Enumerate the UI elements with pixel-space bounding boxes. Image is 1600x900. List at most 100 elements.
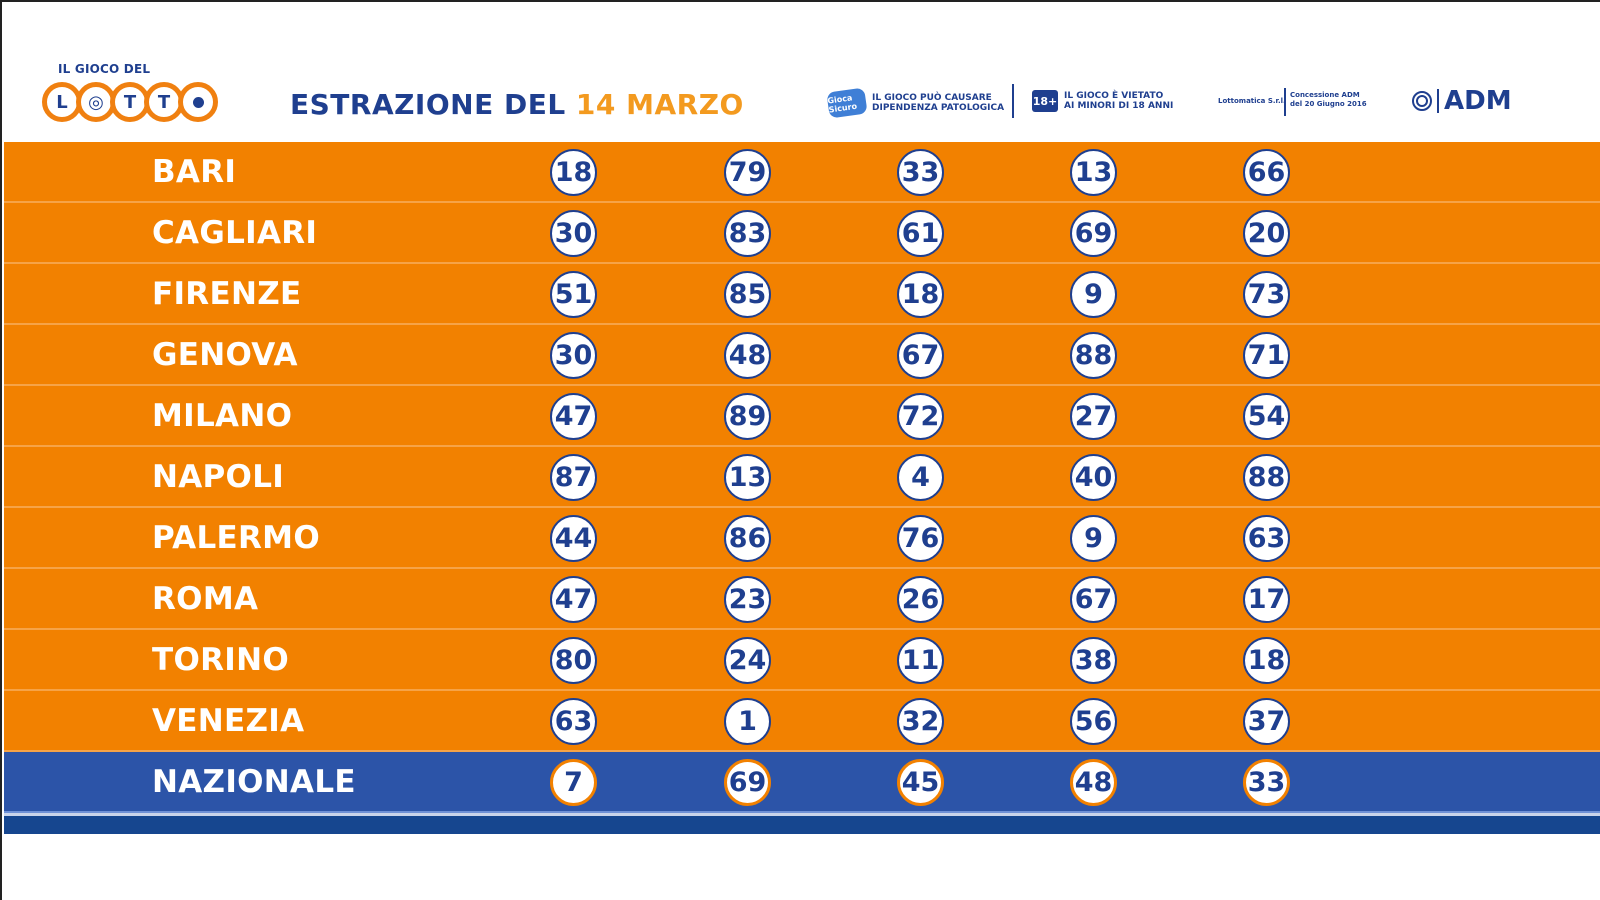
number-ball: 18: [550, 149, 597, 196]
number-ball: 83: [724, 210, 771, 257]
number-ball: 13: [1070, 149, 1117, 196]
number-ball: 27: [1070, 393, 1117, 440]
number-ball: 56: [1070, 698, 1117, 745]
number-ball: 32: [897, 698, 944, 745]
number-ball: 71: [1243, 332, 1290, 379]
concession-text: Concessione ADM del 20 Giugno 2016: [1290, 91, 1367, 108]
number-ball: 66: [1243, 149, 1290, 196]
age-18-icon: 18+: [1032, 90, 1058, 112]
number-ball: 89: [724, 393, 771, 440]
number-ball: 17: [1243, 576, 1290, 623]
number-ball: 86: [724, 515, 771, 562]
number-ball: 80: [550, 637, 597, 684]
number-ball: 33: [1243, 759, 1290, 806]
city-name: PALERMO: [152, 520, 320, 556]
city-name: ROMA: [152, 581, 259, 617]
table-row: CAGLIARI 30 83 61 69 20: [4, 203, 1600, 264]
logo-spiral-icon: ◎: [76, 82, 116, 122]
gioca-sicuro-icon: Gioca Sicuro: [826, 87, 868, 119]
number-ball: 88: [1243, 454, 1290, 501]
number-ball: 67: [897, 332, 944, 379]
table-row: ROMA 47 23 26 67 17: [4, 569, 1600, 630]
page-title: ESTRAZIONE DEL 14 MARZO: [290, 88, 744, 121]
number-ball: 11: [897, 637, 944, 684]
table-row: PALERMO 44 86 76 9 63: [4, 508, 1600, 569]
number-ball: 40: [1070, 454, 1117, 501]
adm-logo-text: ADM: [1444, 86, 1512, 116]
number-ball: 24: [724, 637, 771, 684]
city-name: VENEZIA: [152, 703, 305, 739]
city-name: BARI: [152, 154, 237, 190]
logo-balls: L ◎ T T: [42, 82, 218, 122]
number-ball: 18: [1243, 637, 1290, 684]
city-name: GENOVA: [152, 337, 298, 373]
logo-tagline: IL GIOCO DEL: [58, 62, 151, 76]
table-row: GENOVA 30 48 67 88 71: [4, 325, 1600, 386]
number-ball: 63: [550, 698, 597, 745]
number-ball: 23: [724, 576, 771, 623]
number-ball: 73: [1243, 271, 1290, 318]
city-name: TORINO: [152, 642, 290, 678]
number-ball: 1: [724, 698, 771, 745]
number-ball: 30: [550, 332, 597, 379]
number-ball: 37: [1243, 698, 1290, 745]
number-ball: 85: [724, 271, 771, 318]
table-row-nazionale: NAZIONALE 7 69 45 48 33: [4, 752, 1600, 814]
number-ball: 79: [724, 149, 771, 196]
results-table: BARI 18 79 33 13 66 CAGLIARI 30 83 61 69…: [4, 142, 1600, 814]
number-ball: 9: [1070, 515, 1117, 562]
title-date: 14 MARZO: [575, 88, 744, 121]
number-ball: 67: [1070, 576, 1117, 623]
warning-minors-text: IL GIOCO È VIETATO AI MINORI DI 18 ANNI: [1064, 91, 1174, 111]
number-ball: 48: [724, 332, 771, 379]
number-ball: 69: [724, 759, 771, 806]
divider: [1284, 88, 1286, 116]
number-ball: 44: [550, 515, 597, 562]
logo-dot-icon: [178, 82, 218, 122]
warning-addiction-text: IL GIOCO PUÒ CAUSARE DIPENDENZA PATOLOGI…: [872, 93, 1005, 113]
adm-emblem-icon: [1412, 91, 1432, 111]
city-name: FIRENZE: [152, 276, 302, 312]
number-ball: 87: [550, 454, 597, 501]
number-ball: 7: [550, 759, 597, 806]
table-row: FIRENZE 51 85 18 9 73: [4, 264, 1600, 325]
table-row: TORINO 80 24 11 38 18: [4, 630, 1600, 691]
number-ball: 47: [550, 576, 597, 623]
city-name: NAZIONALE: [152, 764, 356, 800]
number-ball: 18: [897, 271, 944, 318]
city-name: NAPOLI: [152, 459, 285, 495]
number-ball: 33: [897, 149, 944, 196]
number-ball: 47: [550, 393, 597, 440]
number-ball: 88: [1070, 332, 1117, 379]
lotto-logo: IL GIOCO DEL L ◎ T T: [42, 60, 252, 130]
number-ball: 69: [1070, 210, 1117, 257]
city-name: MILANO: [152, 398, 293, 434]
number-ball: 9: [1070, 271, 1117, 318]
number-ball: 20: [1243, 210, 1290, 257]
table-row: BARI 18 79 33 13 66: [4, 142, 1600, 203]
city-name: CAGLIARI: [152, 215, 318, 251]
logo-letter-l: L: [42, 82, 82, 122]
table-row: NAPOLI 87 13 4 40 88: [4, 447, 1600, 508]
number-ball: 45: [897, 759, 944, 806]
number-ball: 38: [1070, 637, 1117, 684]
divider: [1012, 84, 1014, 118]
title-prefix: ESTRAZIONE DEL: [290, 88, 576, 121]
number-ball: 51: [550, 271, 597, 318]
number-ball: 48: [1070, 759, 1117, 806]
footer-bar: [4, 816, 1600, 834]
adm-logo: ADM: [1412, 86, 1512, 116]
number-ball: 13: [724, 454, 771, 501]
table-row: MILANO 47 89 72 27 54: [4, 386, 1600, 447]
number-ball: 72: [897, 393, 944, 440]
number-ball: 54: [1243, 393, 1290, 440]
number-ball: 26: [897, 576, 944, 623]
warning-minors: 18+ IL GIOCO È VIETATO AI MINORI DI 18 A…: [1032, 90, 1173, 112]
table-row: VENEZIA 63 1 32 56 37: [4, 691, 1600, 752]
footer-divider: [4, 813, 1600, 816]
number-ball: 76: [897, 515, 944, 562]
number-ball: 30: [550, 210, 597, 257]
number-ball: 63: [1243, 515, 1290, 562]
warning-addiction: Gioca Sicuro IL GIOCO PUÒ CAUSARE DIPEND…: [826, 87, 1005, 119]
